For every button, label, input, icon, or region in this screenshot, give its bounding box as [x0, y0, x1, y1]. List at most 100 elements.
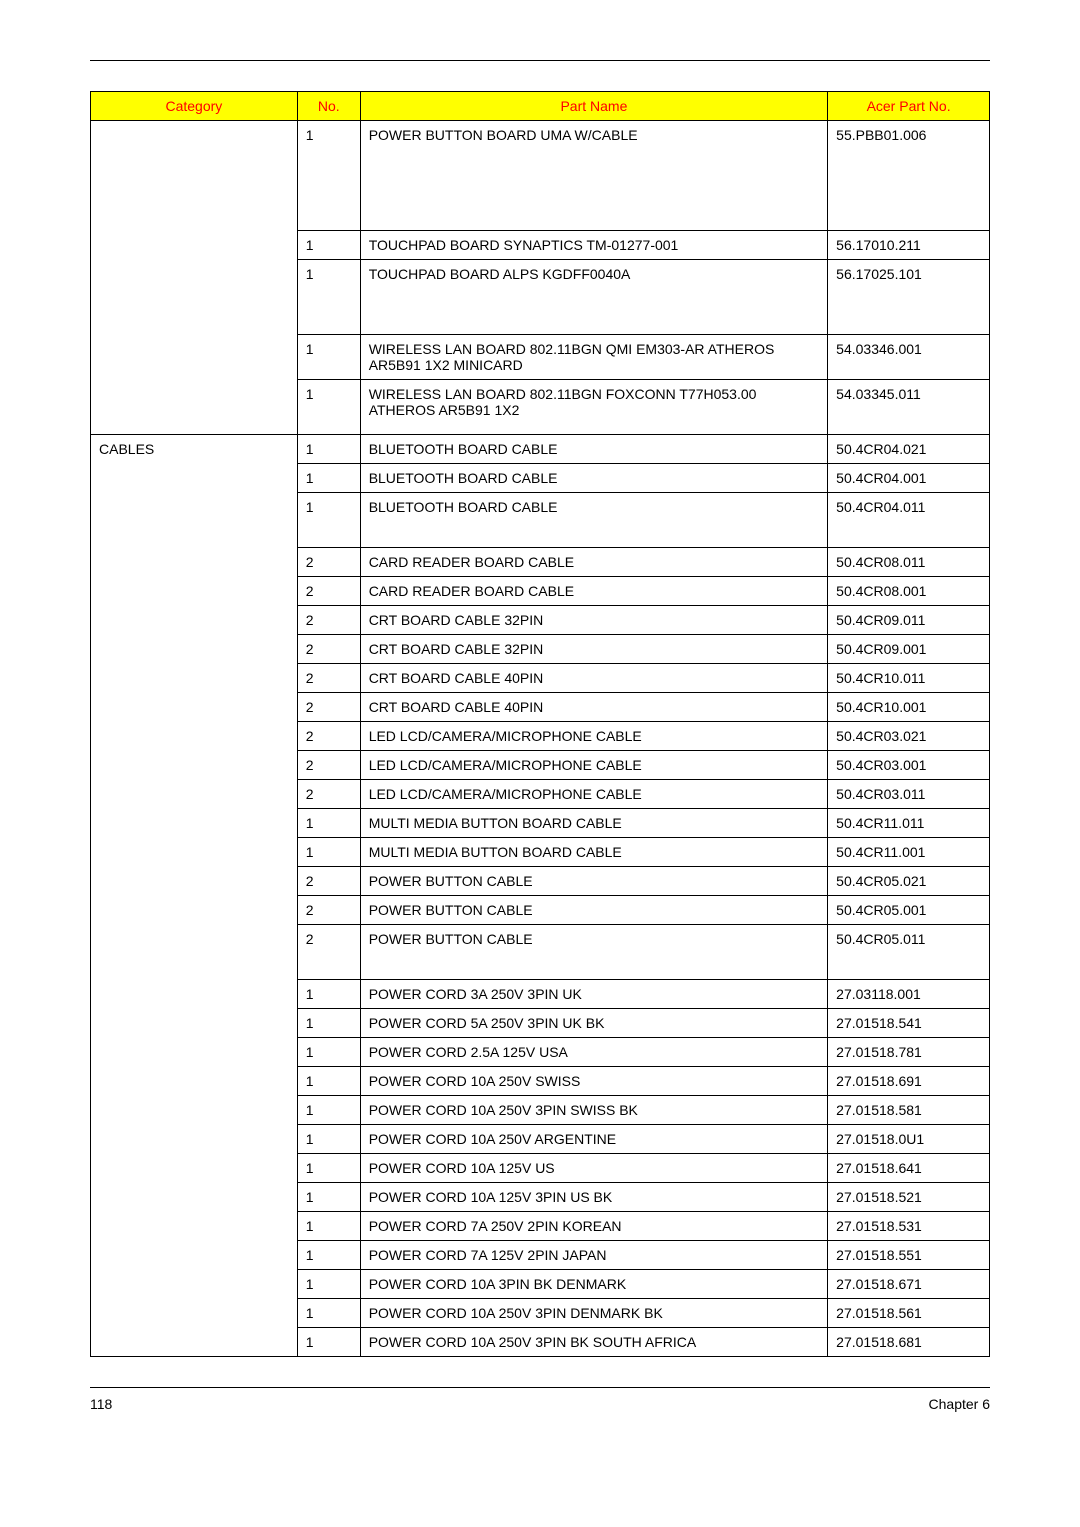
cell-partname: POWER CORD 10A 250V 3PIN DENMARK BK	[360, 1299, 827, 1328]
cell-partname: CARD READER BOARD CABLE	[360, 548, 827, 577]
cell-no: 1	[297, 1328, 360, 1357]
cell-category: CABLES	[91, 435, 298, 464]
cell-partname: LED LCD/CAMERA/MICROPHONE CABLE	[360, 751, 827, 780]
table-row: 2LED LCD/CAMERA/MICROPHONE CABLE50.4CR03…	[91, 751, 990, 780]
col-category: Category	[91, 92, 298, 121]
cell-acerpart: 27.01518.561	[828, 1299, 990, 1328]
table-row: CABLES1BLUETOOTH BOARD CABLE50.4CR04.021	[91, 435, 990, 464]
cell-category	[91, 867, 298, 896]
table-row: 2POWER BUTTON CABLE50.4CR05.011	[91, 925, 990, 980]
cell-acerpart: 50.4CR11.001	[828, 838, 990, 867]
cell-acerpart: 27.01518.691	[828, 1067, 990, 1096]
chapter-label: Chapter 6	[929, 1396, 990, 1412]
cell-acerpart: 56.17025.101	[828, 260, 990, 335]
cell-partname: POWER CORD 10A 250V 3PIN BK SOUTH AFRICA	[360, 1328, 827, 1357]
cell-category	[91, 751, 298, 780]
cell-no: 2	[297, 664, 360, 693]
table-row: 1POWER CORD 7A 125V 2PIN JAPAN27.01518.5…	[91, 1241, 990, 1270]
cell-no: 1	[297, 1154, 360, 1183]
cell-acerpart: 50.4CR04.021	[828, 435, 990, 464]
page-footer: 118 Chapter 6	[90, 1387, 990, 1412]
cell-acerpart: 50.4CR08.001	[828, 577, 990, 606]
cell-category	[91, 1009, 298, 1038]
cell-partname: POWER CORD 10A 250V SWISS	[360, 1067, 827, 1096]
cell-acerpart: 50.4CR10.011	[828, 664, 990, 693]
cell-partname: LED LCD/CAMERA/MICROPHONE CABLE	[360, 722, 827, 751]
cell-category	[91, 464, 298, 493]
cell-category	[91, 548, 298, 577]
table-row: 2CRT BOARD CABLE 40PIN50.4CR10.011	[91, 664, 990, 693]
cell-category	[91, 493, 298, 548]
cell-acerpart: 50.4CR09.001	[828, 635, 990, 664]
cell-acerpart: 27.01518.0U1	[828, 1125, 990, 1154]
cell-no: 1	[297, 260, 360, 335]
cell-partname: POWER BUTTON CABLE	[360, 896, 827, 925]
table-row: 1POWER CORD 5A 250V 3PIN UK BK27.01518.5…	[91, 1009, 990, 1038]
cell-category	[91, 1154, 298, 1183]
table-row: 1TOUCHPAD BOARD SYNAPTICS TM-01277-00156…	[91, 231, 990, 260]
cell-no: 2	[297, 606, 360, 635]
cell-category	[91, 1241, 298, 1270]
table-row: 1WIRELESS LAN BOARD 802.11BGN QMI EM303-…	[91, 335, 990, 380]
cell-acerpart: 27.03118.001	[828, 980, 990, 1009]
cell-no: 2	[297, 577, 360, 606]
table-row: 2LED LCD/CAMERA/MICROPHONE CABLE50.4CR03…	[91, 722, 990, 751]
cell-category	[91, 577, 298, 606]
cell-partname: POWER CORD 10A 3PIN BK DENMARK	[360, 1270, 827, 1299]
cell-no: 1	[297, 1241, 360, 1270]
cell-partname: LED LCD/CAMERA/MICROPHONE CABLE	[360, 780, 827, 809]
cell-partname: BLUETOOTH BOARD CABLE	[360, 493, 827, 548]
cell-acerpart: 50.4CR10.001	[828, 693, 990, 722]
cell-acerpart: 50.4CR04.011	[828, 493, 990, 548]
cell-partname: CARD READER BOARD CABLE	[360, 577, 827, 606]
cell-category	[91, 896, 298, 925]
table-row: 1POWER CORD 10A 250V SWISS27.01518.691	[91, 1067, 990, 1096]
cell-no: 2	[297, 548, 360, 577]
table-row: 1POWER CORD 10A 250V 3PIN BK SOUTH AFRIC…	[91, 1328, 990, 1357]
table-row: 2CARD READER BOARD CABLE50.4CR08.011	[91, 548, 990, 577]
cell-acerpart: 50.4CR03.001	[828, 751, 990, 780]
cell-partname: BLUETOOTH BOARD CABLE	[360, 464, 827, 493]
cell-partname: TOUCHPAD BOARD SYNAPTICS TM-01277-001	[360, 231, 827, 260]
table-row: 1POWER CORD 10A 250V ARGENTINE27.01518.0…	[91, 1125, 990, 1154]
page-number: 118	[90, 1396, 112, 1412]
cell-acerpart: 50.4CR11.011	[828, 809, 990, 838]
cell-category	[91, 1183, 298, 1212]
cell-no: 2	[297, 780, 360, 809]
cell-acerpart: 27.01518.531	[828, 1212, 990, 1241]
cell-partname: CRT BOARD CABLE 40PIN	[360, 693, 827, 722]
cell-no: 1	[297, 380, 360, 435]
cell-partname: POWER CORD 10A 125V 3PIN US BK	[360, 1183, 827, 1212]
cell-no: 1	[297, 1038, 360, 1067]
cell-acerpart: 27.01518.521	[828, 1183, 990, 1212]
table-row: 1TOUCHPAD BOARD ALPS KGDFF0040A56.17025.…	[91, 260, 990, 335]
cell-acerpart: 50.4CR04.001	[828, 464, 990, 493]
cell-partname: POWER BUTTON CABLE	[360, 867, 827, 896]
cell-no: 1	[297, 231, 360, 260]
cell-partname: POWER CORD 2.5A 125V USA	[360, 1038, 827, 1067]
cell-partname: POWER CORD 7A 125V 2PIN JAPAN	[360, 1241, 827, 1270]
table-row: 2POWER BUTTON CABLE50.4CR05.021	[91, 867, 990, 896]
table-row: 1BLUETOOTH BOARD CABLE50.4CR04.001	[91, 464, 990, 493]
cell-no: 1	[297, 1067, 360, 1096]
cell-category	[91, 380, 298, 435]
cell-partname: POWER CORD 10A 250V 3PIN SWISS BK	[360, 1096, 827, 1125]
table-row: 1POWER CORD 7A 250V 2PIN KOREAN27.01518.…	[91, 1212, 990, 1241]
cell-partname: POWER CORD 5A 250V 3PIN UK BK	[360, 1009, 827, 1038]
table-row: 1POWER BUTTON BOARD UMA W/CABLE55.PBB01.…	[91, 121, 990, 231]
cell-no: 1	[297, 435, 360, 464]
table-row: 1POWER CORD 2.5A 125V USA27.01518.781	[91, 1038, 990, 1067]
cell-partname: WIRELESS LAN BOARD 802.11BGN FOXCONN T77…	[360, 380, 827, 435]
cell-no: 2	[297, 635, 360, 664]
cell-category	[91, 335, 298, 380]
cell-acerpart: 56.17010.211	[828, 231, 990, 260]
cell-category	[91, 260, 298, 335]
cell-partname: MULTI MEDIA BUTTON BOARD CABLE	[360, 809, 827, 838]
cell-no: 1	[297, 1009, 360, 1038]
table-row: 1POWER CORD 10A 250V 3PIN DENMARK BK27.0…	[91, 1299, 990, 1328]
cell-category	[91, 635, 298, 664]
cell-acerpart: 50.4CR05.011	[828, 925, 990, 980]
cell-acerpart: 27.01518.671	[828, 1270, 990, 1299]
cell-partname: POWER BUTTON BOARD UMA W/CABLE	[360, 121, 827, 231]
cell-no: 2	[297, 896, 360, 925]
